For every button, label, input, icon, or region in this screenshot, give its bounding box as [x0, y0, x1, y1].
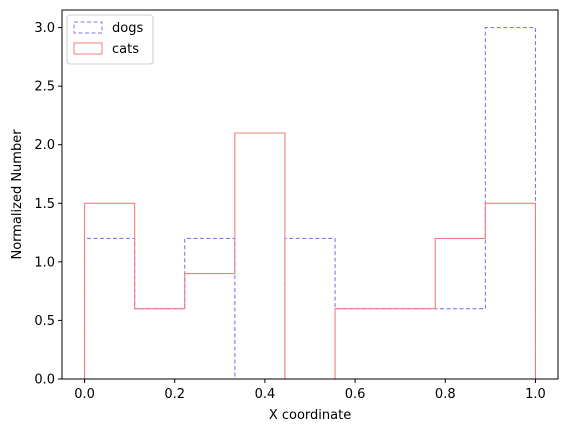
legend-box	[66, 14, 154, 65]
y-tick-label: 2.0	[34, 138, 55, 153]
x-tick-label: 0.0	[74, 387, 95, 402]
y-tick-label: 2.5	[34, 80, 55, 95]
x-tick-label: 1.0	[525, 387, 546, 402]
y-tick-label: 0.0	[34, 373, 55, 388]
y-tick-label: 3.0	[34, 21, 55, 36]
legend-label-cats: cats	[112, 42, 139, 57]
legend-swatch-dogs	[73, 21, 103, 34]
x-tick-label: 0.8	[435, 387, 456, 402]
y-tick-label: 1.5	[34, 197, 55, 212]
x-tick-label: 0.4	[255, 387, 276, 402]
x-axis-ticks: 0.0 0.2 0.4 0.6 0.8 1.0	[74, 379, 546, 402]
y-axis-ticks: 0.0 0.5 1.0 1.5 2.0 2.5 3.0	[34, 21, 62, 388]
x-tick-label: 0.2	[164, 387, 185, 402]
legend-label-dogs: dogs	[112, 21, 143, 36]
x-tick-label: 0.6	[345, 387, 366, 402]
y-tick-label: 0.5	[34, 314, 55, 329]
y-tick-label: 1.0	[34, 255, 55, 270]
plot-area-frame	[61, 9, 559, 380]
x-axis-label: X coordinate	[269, 408, 351, 423]
legend: dogs cats	[66, 14, 154, 65]
y-axis-label: Normalized Number	[10, 129, 25, 260]
legend-swatch-cats	[73, 42, 103, 55]
